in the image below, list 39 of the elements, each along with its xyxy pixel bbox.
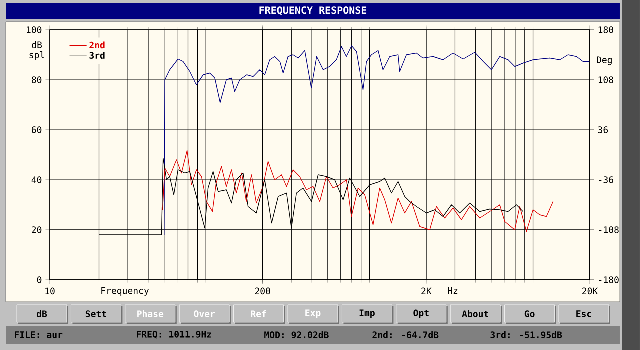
y-tick-label: 60 <box>32 126 42 134</box>
text: 2nd: -64.7dB <box>372 332 439 338</box>
text: Phase <box>138 310 164 318</box>
x-tick-label: 2K <box>422 288 432 294</box>
text: Sett <box>86 310 106 318</box>
y-tick-label: 80 <box>32 76 42 84</box>
text: 3rd: -51.95dB <box>490 331 562 338</box>
text: dB <box>36 310 48 318</box>
text: Ref <box>251 310 266 318</box>
text: Go <box>524 310 535 318</box>
text: About <box>462 310 488 318</box>
chart-title: FREQUENCY RESPONSE <box>260 6 367 16</box>
text: Esc <box>576 310 592 318</box>
y2-tick-label: -180 <box>599 276 619 284</box>
y2-tick-label: -36 <box>599 176 614 184</box>
x-axis-title: Frequency <box>102 288 150 296</box>
y2-tick-label: -108 <box>599 226 619 234</box>
text: MOD: 92.02dB <box>264 331 329 338</box>
text: FREQ: 1011.9Hz <box>137 331 212 339</box>
y-tick-label: 0 <box>37 276 42 284</box>
x-tick-label: 20K <box>582 288 598 295</box>
y-tick-label: 20 <box>32 226 42 234</box>
x-tick-label: 10 <box>46 288 55 295</box>
y2-tick-label: 180 <box>598 26 614 34</box>
text: FILE: aur <box>15 332 63 338</box>
y-axis-title: dB spl <box>30 42 44 60</box>
y2-axis-title: Deg <box>597 56 612 66</box>
legend-label: 3rd <box>90 52 105 59</box>
text: Exp <box>306 310 321 318</box>
text: Over <box>194 310 216 318</box>
y2-tick-label: 108 <box>598 76 614 84</box>
legend-label: 2nd <box>90 42 105 49</box>
y-tick-label: 40 <box>32 176 42 184</box>
y-tick-label: 100 <box>27 26 42 34</box>
text: Hz <box>448 288 458 294</box>
text: Imp <box>360 310 375 318</box>
y2-tick-label: 36 <box>598 126 608 134</box>
x-tick-label: 200 <box>255 288 270 295</box>
text: Opt <box>414 310 429 318</box>
